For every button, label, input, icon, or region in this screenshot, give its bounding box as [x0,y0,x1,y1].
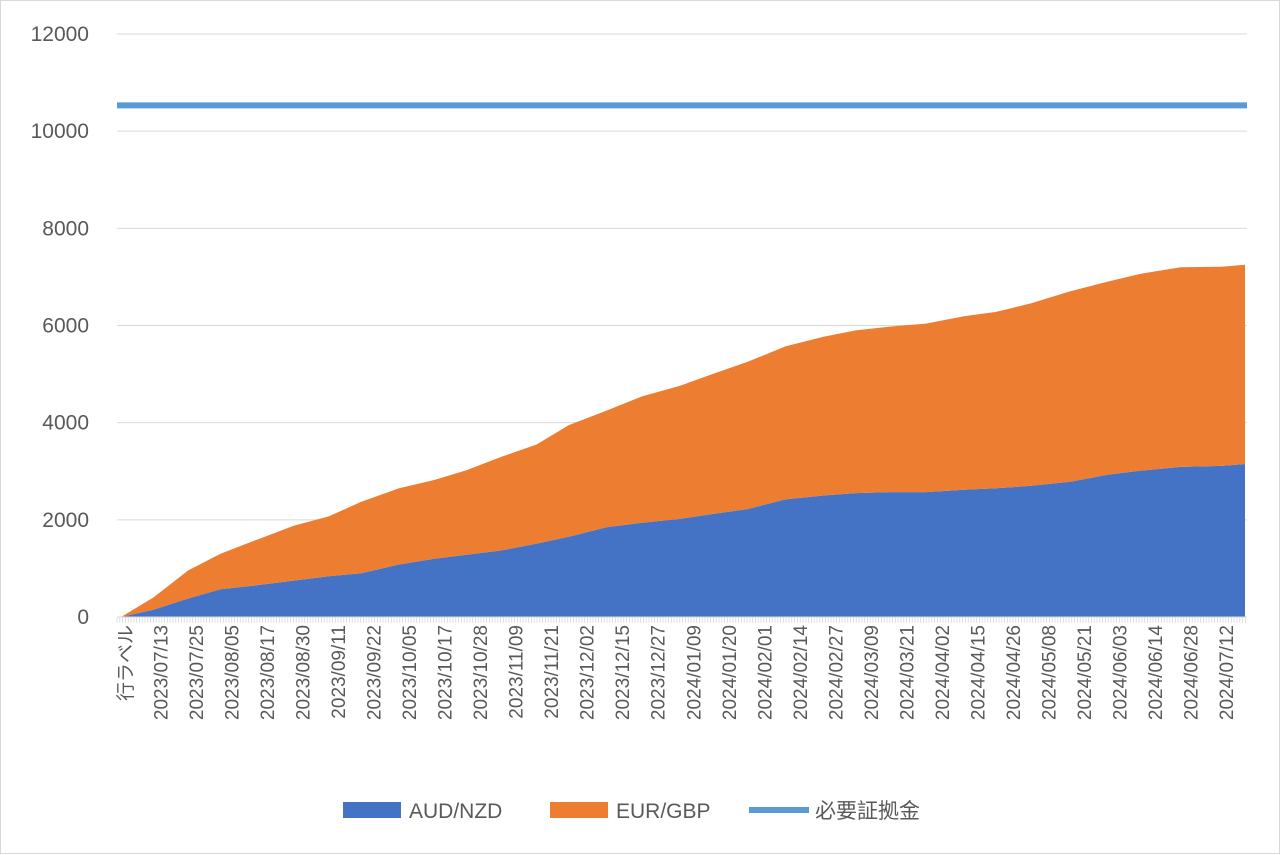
x-tick-label: 2023/09/11 [329,625,350,719]
x-tick-label: 2024/01/20 [720,625,741,720]
x-tick-label: 行ラベル [115,625,137,701]
x-tick-label: 2023/07/25 [187,625,208,720]
x-axis [116,616,1247,623]
x-tick-label: 2024/02/27 [826,625,847,720]
y-tick-label: 0 [77,606,89,629]
x-tick-label: 2023/08/17 [258,625,279,720]
y-tick-label: 2000 [42,509,89,532]
area-series [121,264,1245,617]
x-tick-label: 2023/07/13 [152,625,173,720]
x-tick-label: 2023/11/21 [542,625,563,719]
y-tick-label: 6000 [42,315,89,338]
x-tick-label: 2023/08/30 [294,625,315,720]
x-tick-label: 2024/07/12 [1217,625,1238,720]
x-tick-label: 2024/01/09 [684,625,705,720]
x-tick-label: 2024/05/21 [1075,625,1096,720]
area-eur-gbp [121,264,1245,617]
legend-label: AUD/NZD [409,800,502,823]
x-tick-label: 2023/10/28 [471,625,492,720]
x-tick-label: 2023/11/09 [507,625,528,719]
x-tick-label: 2024/02/14 [791,625,812,721]
x-tick-label: 2023/10/17 [436,625,457,720]
x-tick-label: 2024/06/03 [1110,625,1131,720]
x-tick-label: 2024/06/14 [1146,625,1167,721]
legend: AUD/NZD EUR/GBP 必要証拠金 [343,800,920,823]
area-aud-nzd [121,464,1245,617]
legend-swatch-eur-gbp [550,802,608,818]
x-tick-label: 2023/12/27 [649,625,670,720]
y-tick-label: 8000 [42,217,89,240]
legend-label: EUR/GBP [616,800,711,823]
x-tick-label: 2023/08/05 [223,625,244,720]
y-tick-label: 4000 [42,412,89,435]
x-tick-label: 2024/04/26 [1004,625,1025,720]
x-tick-label: 2024/03/21 [897,625,918,720]
x-axis-ticks [116,617,1246,623]
x-tick-label: 2023/12/02 [578,625,599,720]
x-tick-label: 2023/09/22 [365,625,386,720]
y-axis-tick-labels: 0 2000 4000 6000 8000 10000 12000 [31,23,89,629]
y-tick-label: 10000 [31,120,89,143]
x-axis-tick-labels: 行ラベル 2023/07/13 2023/07/25 2023/08/05 2023/0… [115,625,1238,721]
y-tick-label: 12000 [31,23,89,46]
legend-swatch-aud-nzd [343,802,401,818]
x-tick-label: 2024/05/08 [1039,625,1060,720]
x-tick-label: 2023/12/15 [613,625,634,720]
x-tick-label: 2023/10/05 [400,625,421,720]
x-tick-label: 2024/04/15 [968,625,989,720]
x-tick-label: 2024/02/01 [755,625,776,720]
x-tick-label: 2024/04/02 [933,625,954,720]
legend-label: 必要証拠金 [815,800,920,823]
x-tick-label: 2024/06/28 [1181,625,1202,720]
x-tick-label: 2024/03/09 [862,625,883,720]
